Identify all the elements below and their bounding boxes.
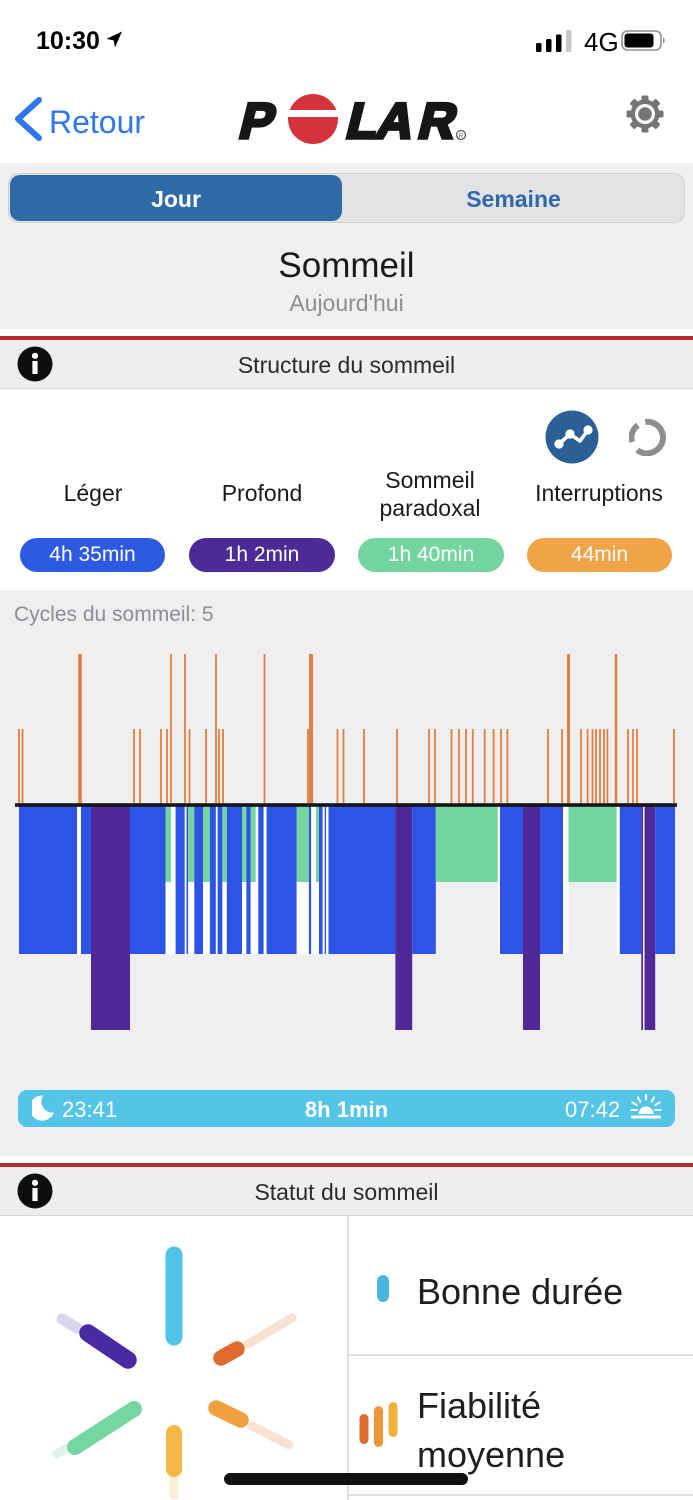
svg-text:R: R [413,94,463,146]
svg-text:P: P [234,94,281,146]
svg-text:R: R [459,133,464,140]
